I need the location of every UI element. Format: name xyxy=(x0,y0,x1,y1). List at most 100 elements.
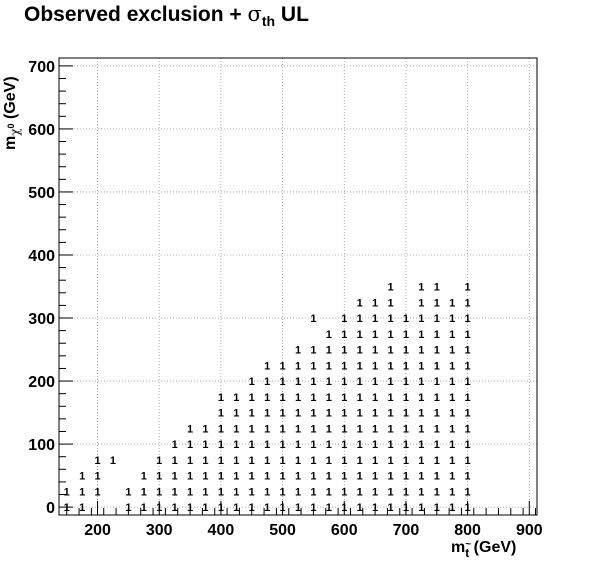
data-point: 1 xyxy=(295,423,301,435)
data-point: 1 xyxy=(264,408,270,420)
y-label-sub-wrap: χ0 xyxy=(6,123,23,136)
data-point: 1 xyxy=(79,486,85,498)
data-point: 1 xyxy=(418,502,424,514)
data-point: 1 xyxy=(372,329,378,341)
data-point: 1 xyxy=(341,360,347,372)
data-point: 1 xyxy=(310,408,316,420)
data-point: 1 xyxy=(403,439,409,451)
data-point: 1 xyxy=(403,376,409,388)
data-point: 1 xyxy=(249,392,255,404)
data-point: 1 xyxy=(218,439,224,451)
title-tail-text: UL xyxy=(275,3,309,26)
data-point: 1 xyxy=(387,408,393,420)
data-point: 1 xyxy=(357,471,363,483)
data-point: 1 xyxy=(357,376,363,388)
data-point: 1 xyxy=(387,282,393,294)
data-point: 1 xyxy=(403,408,409,420)
data-point: 1 xyxy=(372,345,378,357)
data-point: 1 xyxy=(434,455,440,467)
data-point: 1 xyxy=(465,408,471,420)
data-point: 1 xyxy=(233,439,239,451)
data-point: 1 xyxy=(465,313,471,325)
data-point: 1 xyxy=(357,329,363,341)
data-point: 1 xyxy=(434,376,440,388)
data-point: 1 xyxy=(264,486,270,498)
data-point: 1 xyxy=(341,502,347,514)
data-point: 1 xyxy=(403,486,409,498)
data-point: 1 xyxy=(449,486,455,498)
y-tick-label: 600 xyxy=(28,122,55,139)
data-point: 1 xyxy=(280,423,286,435)
data-point: 1 xyxy=(264,471,270,483)
data-point: 1 xyxy=(418,297,424,309)
data-point: 1 xyxy=(326,486,332,498)
data-point: 1 xyxy=(187,502,193,514)
data-point: 1 xyxy=(387,329,393,341)
data-point: 1 xyxy=(249,502,255,514)
data-point: 1 xyxy=(449,439,455,451)
data-point: 1 xyxy=(326,392,332,404)
data-point: 1 xyxy=(418,439,424,451)
data-point: 1 xyxy=(465,282,471,294)
data-point: 1 xyxy=(403,392,409,404)
data-point: 1 xyxy=(187,455,193,467)
data-point: 1 xyxy=(249,455,255,467)
data-point: 1 xyxy=(372,376,378,388)
data-point: 1 xyxy=(64,486,70,498)
data-point: 1 xyxy=(387,486,393,498)
data-point: 1 xyxy=(172,471,178,483)
data-point: 1 xyxy=(187,439,193,451)
data-point: 1 xyxy=(449,297,455,309)
data-point: 1 xyxy=(310,376,316,388)
data-point: 1 xyxy=(465,471,471,483)
data-point: 1 xyxy=(187,423,193,435)
data-point: 1 xyxy=(387,297,393,309)
data-point: 1 xyxy=(187,486,193,498)
data-point: 1 xyxy=(372,486,378,498)
data-point: 1 xyxy=(79,471,85,483)
data-point: 1 xyxy=(172,486,178,498)
data-point: 1 xyxy=(202,439,208,451)
data-point: 1 xyxy=(233,423,239,435)
data-point: 1 xyxy=(465,423,471,435)
data-point: 1 xyxy=(310,471,316,483)
data-point: 1 xyxy=(434,471,440,483)
x-tick-label: 900 xyxy=(516,522,543,539)
data-point: 1 xyxy=(418,408,424,420)
data-point: 1 xyxy=(202,471,208,483)
data-point: 1 xyxy=(418,455,424,467)
data-point: 1 xyxy=(341,376,347,388)
data-point: 1 xyxy=(264,376,270,388)
data-point: 1 xyxy=(110,455,116,467)
data-point: 1 xyxy=(465,392,471,404)
y-tick-label: 700 xyxy=(28,59,55,76)
data-point: 1 xyxy=(280,486,286,498)
data-point: 1 xyxy=(434,345,440,357)
data-point: 1 xyxy=(295,502,301,514)
data-point: 1 xyxy=(434,360,440,372)
data-point: 1 xyxy=(249,486,255,498)
x-tick-label: 700 xyxy=(393,522,420,539)
data-point: 1 xyxy=(434,329,440,341)
data-point: 1 xyxy=(310,360,316,372)
data-point: 1 xyxy=(249,439,255,451)
data-point: 1 xyxy=(326,423,332,435)
y-label-chi: χ xyxy=(8,128,23,136)
y-label-sup: 0 xyxy=(6,123,17,129)
data-point: 1 xyxy=(295,455,301,467)
data-point: 1 xyxy=(218,423,224,435)
data-point: 1 xyxy=(233,408,239,420)
data-point: 1 xyxy=(280,408,286,420)
data-point: 1 xyxy=(141,471,147,483)
data-point: 1 xyxy=(341,471,347,483)
grid-lines xyxy=(59,58,537,515)
data-point: 1 xyxy=(218,486,224,498)
data-point: 1 xyxy=(326,455,332,467)
x-tick-label: 500 xyxy=(269,522,296,539)
axis-ticks xyxy=(59,65,536,515)
x-axis-label: m ~ t (GeV) xyxy=(451,539,516,560)
tick-labels: 200 300 400 500 600 700 800 900 0 100 200 300 400 500… xyxy=(28,59,542,539)
data-point: 1 xyxy=(64,502,70,514)
data-point: 1 xyxy=(310,439,316,451)
